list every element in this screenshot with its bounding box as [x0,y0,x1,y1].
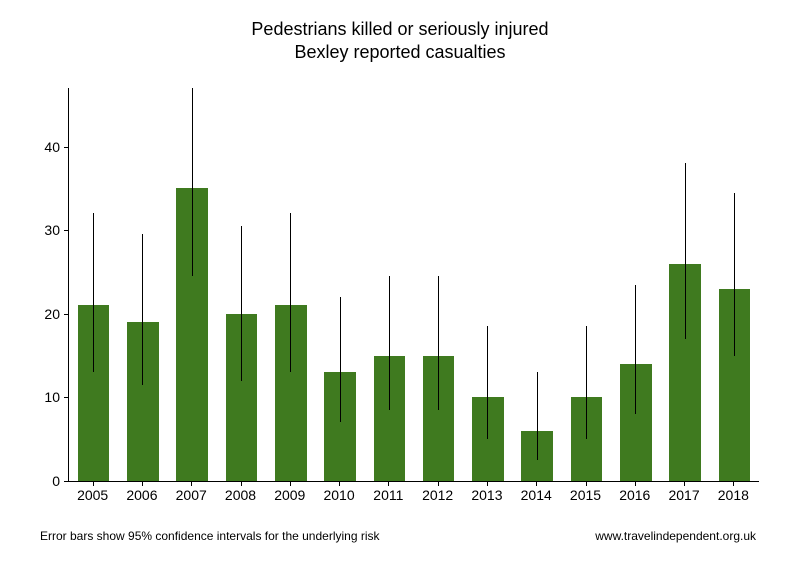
x-tick-mark [339,481,340,486]
x-tick-mark [93,481,94,486]
y-tick-label: 20 [0,306,60,322]
x-tick-label: 2009 [274,487,305,503]
error-bar [93,213,94,372]
x-tick-label: 2005 [77,487,108,503]
error-bar [340,297,341,422]
error-bar [389,276,390,410]
error-bar [586,326,587,439]
chart-title-line1: Pedestrians killed or seriously injured [0,18,800,41]
footer-note-left: Error bars show 95% confidence intervals… [40,529,380,543]
x-tick-label: 2014 [521,487,552,503]
error-bar [241,226,242,381]
x-tick-mark [684,481,685,486]
x-axis-labels: 2005 2006 2007 2008 2009 2010 2011 2012 2013 2014… [68,481,758,511]
y-tick-label: 10 [0,389,60,405]
y-tick-mark [64,314,69,315]
x-tick-mark [142,481,143,486]
x-tick-label: 2015 [570,487,601,503]
error-bar [734,193,735,356]
plot-area [68,88,759,482]
error-bar [142,234,143,385]
chart-title-line2: Bexley reported casualties [0,41,800,64]
x-tick-mark [191,481,192,486]
error-bar [290,213,291,372]
footer-note-right: www.travelindependent.org.uk [595,529,756,543]
y-tick-mark [64,147,69,148]
y-tick-label: 30 [0,222,60,238]
y-tick-mark [64,230,69,231]
error-bar [635,285,636,415]
x-tick-label: 2008 [225,487,256,503]
x-tick-label: 2016 [619,487,650,503]
x-tick-mark [586,481,587,486]
x-tick-label: 2006 [126,487,157,503]
error-bar [685,163,686,339]
x-tick-label: 2010 [323,487,354,503]
y-tick-mark [64,397,69,398]
y-tick-label: 0 [0,473,60,489]
y-tick-label: 40 [0,139,60,155]
error-bar [537,372,538,460]
x-tick-mark [438,481,439,486]
x-tick-mark [241,481,242,486]
x-tick-label: 2012 [422,487,453,503]
x-tick-mark [635,481,636,486]
x-tick-mark [388,481,389,486]
x-tick-label: 2017 [668,487,699,503]
x-tick-mark [290,481,291,486]
x-tick-mark [536,481,537,486]
error-bar [192,88,193,276]
x-tick-mark [733,481,734,486]
error-bar [487,326,488,439]
x-tick-mark [487,481,488,486]
error-bar [438,276,439,410]
x-tick-label: 2011 [373,487,403,503]
chart-container: Pedestrians killed or seriously injured … [0,0,800,580]
x-tick-label: 2013 [471,487,502,503]
x-tick-label: 2007 [176,487,207,503]
chart-title: Pedestrians killed or seriously injured … [0,18,800,65]
x-tick-label: 2018 [718,487,749,503]
